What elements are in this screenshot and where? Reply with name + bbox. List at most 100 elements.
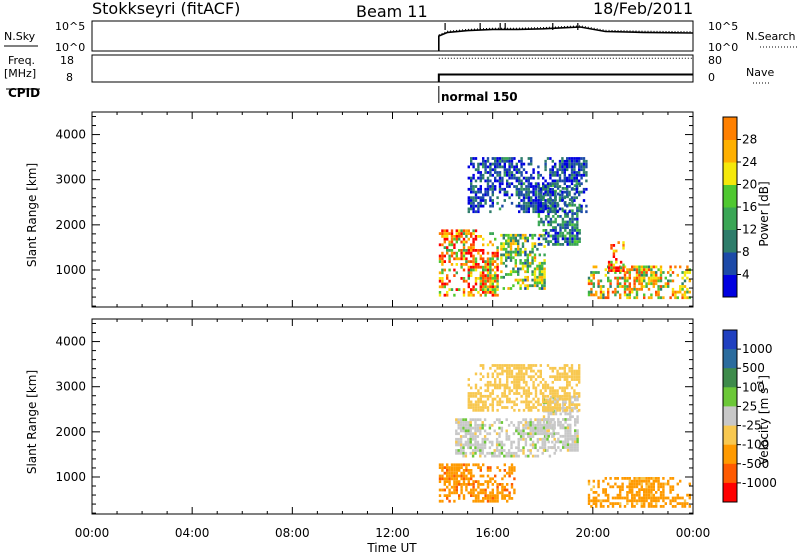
velocity-cell — [602, 488, 605, 491]
power-cell — [566, 185, 569, 188]
power-cell — [467, 293, 470, 297]
velocity-cell — [498, 421, 501, 424]
power-cell — [477, 235, 480, 238]
power-cell — [623, 290, 627, 294]
velocity-cell — [561, 397, 564, 401]
velocity-cell — [464, 435, 468, 438]
velocity-cell — [462, 480, 466, 483]
power-cell — [470, 185, 473, 188]
power-cell — [491, 190, 494, 194]
power-cell — [566, 231, 569, 235]
velocity-cell — [471, 443, 475, 447]
power-cell — [530, 157, 533, 160]
velocity-cell — [571, 440, 574, 444]
velocity-cell — [530, 364, 533, 367]
power-cell — [519, 236, 522, 240]
velocity-cell — [484, 480, 487, 483]
velocity-cell — [467, 432, 470, 436]
velocity-cell — [470, 483, 473, 486]
noise-right-tick-bottom: 10^0 — [708, 41, 738, 54]
power-cell — [638, 282, 641, 286]
power-cell — [482, 193, 485, 197]
velocity-cell — [542, 400, 545, 404]
velocity-cell — [671, 499, 675, 503]
power-cell — [532, 171, 535, 174]
power-cell — [580, 168, 583, 172]
power-cell — [498, 165, 502, 169]
velocity-cell — [519, 449, 523, 452]
velocity-cell — [464, 418, 468, 422]
power-cell — [484, 171, 487, 174]
velocity-cell — [645, 482, 648, 486]
velocity-cell — [467, 429, 470, 433]
power-cell — [580, 207, 583, 211]
power-cell — [519, 267, 522, 271]
power-cell — [508, 165, 511, 169]
power-cell — [582, 190, 586, 194]
power-cell — [571, 201, 574, 204]
power-cell — [467, 210, 470, 214]
velocity-cell — [479, 392, 482, 395]
power-cell — [484, 268, 487, 272]
velocity-cell — [602, 479, 605, 483]
velocity-cell — [645, 488, 648, 491]
power-cell — [482, 199, 485, 202]
velocity-cell — [460, 466, 463, 469]
power-cell — [563, 173, 566, 177]
velocity-cell — [515, 364, 518, 367]
power-cell — [578, 184, 581, 187]
power-cell — [568, 176, 571, 180]
velocity-cell — [438, 477, 442, 481]
power-cell — [534, 187, 538, 191]
power-cell — [541, 267, 544, 271]
power-cell — [587, 293, 591, 297]
power-cell — [518, 159, 521, 163]
power-cell — [486, 179, 490, 183]
velocity-cell — [455, 443, 458, 447]
velocity-cell — [483, 437, 487, 441]
velocity-cell — [455, 421, 458, 424]
power-cell — [458, 257, 461, 261]
power-cell — [534, 201, 538, 205]
power-cell — [526, 267, 529, 271]
velocity-cell — [467, 469, 470, 472]
power-cell — [507, 233, 510, 237]
power-cell — [602, 285, 605, 288]
velocity-cell — [462, 483, 466, 486]
velocity-cell — [679, 479, 682, 483]
velocity-cell — [534, 392, 538, 395]
power-cell — [479, 271, 482, 275]
power-cell — [527, 193, 530, 197]
power-cell — [556, 234, 560, 238]
power-cell — [679, 287, 682, 291]
velocity-cell — [563, 397, 566, 401]
power-cell — [683, 279, 687, 283]
power-colorbar-label: 24 — [742, 155, 757, 169]
power-cell — [566, 159, 569, 163]
power-cell — [467, 274, 470, 277]
velocity-cell — [462, 423, 465, 427]
velocity-cell — [628, 499, 631, 503]
power-cell — [554, 204, 557, 208]
velocity-cell — [640, 477, 643, 480]
power-cell — [505, 253, 508, 257]
velocity-cell — [450, 469, 454, 472]
velocity-cell — [558, 386, 562, 390]
velocity-cell — [464, 454, 468, 458]
power-cell — [514, 239, 517, 243]
power-cell — [446, 232, 449, 235]
velocity-cell — [503, 364, 506, 367]
power-cell — [509, 236, 513, 240]
velocity-cell — [539, 418, 542, 422]
velocity-cell — [479, 426, 482, 430]
velocity-cell — [547, 440, 550, 444]
power-cell — [496, 246, 499, 249]
power-cell — [496, 196, 499, 200]
power-cell — [482, 162, 485, 166]
velocity-cell — [505, 418, 508, 422]
power-cell — [622, 244, 625, 247]
velocity-cell — [489, 392, 492, 395]
power-cell — [582, 168, 586, 172]
velocity-cell — [619, 496, 622, 500]
velocity-cell — [530, 375, 533, 379]
